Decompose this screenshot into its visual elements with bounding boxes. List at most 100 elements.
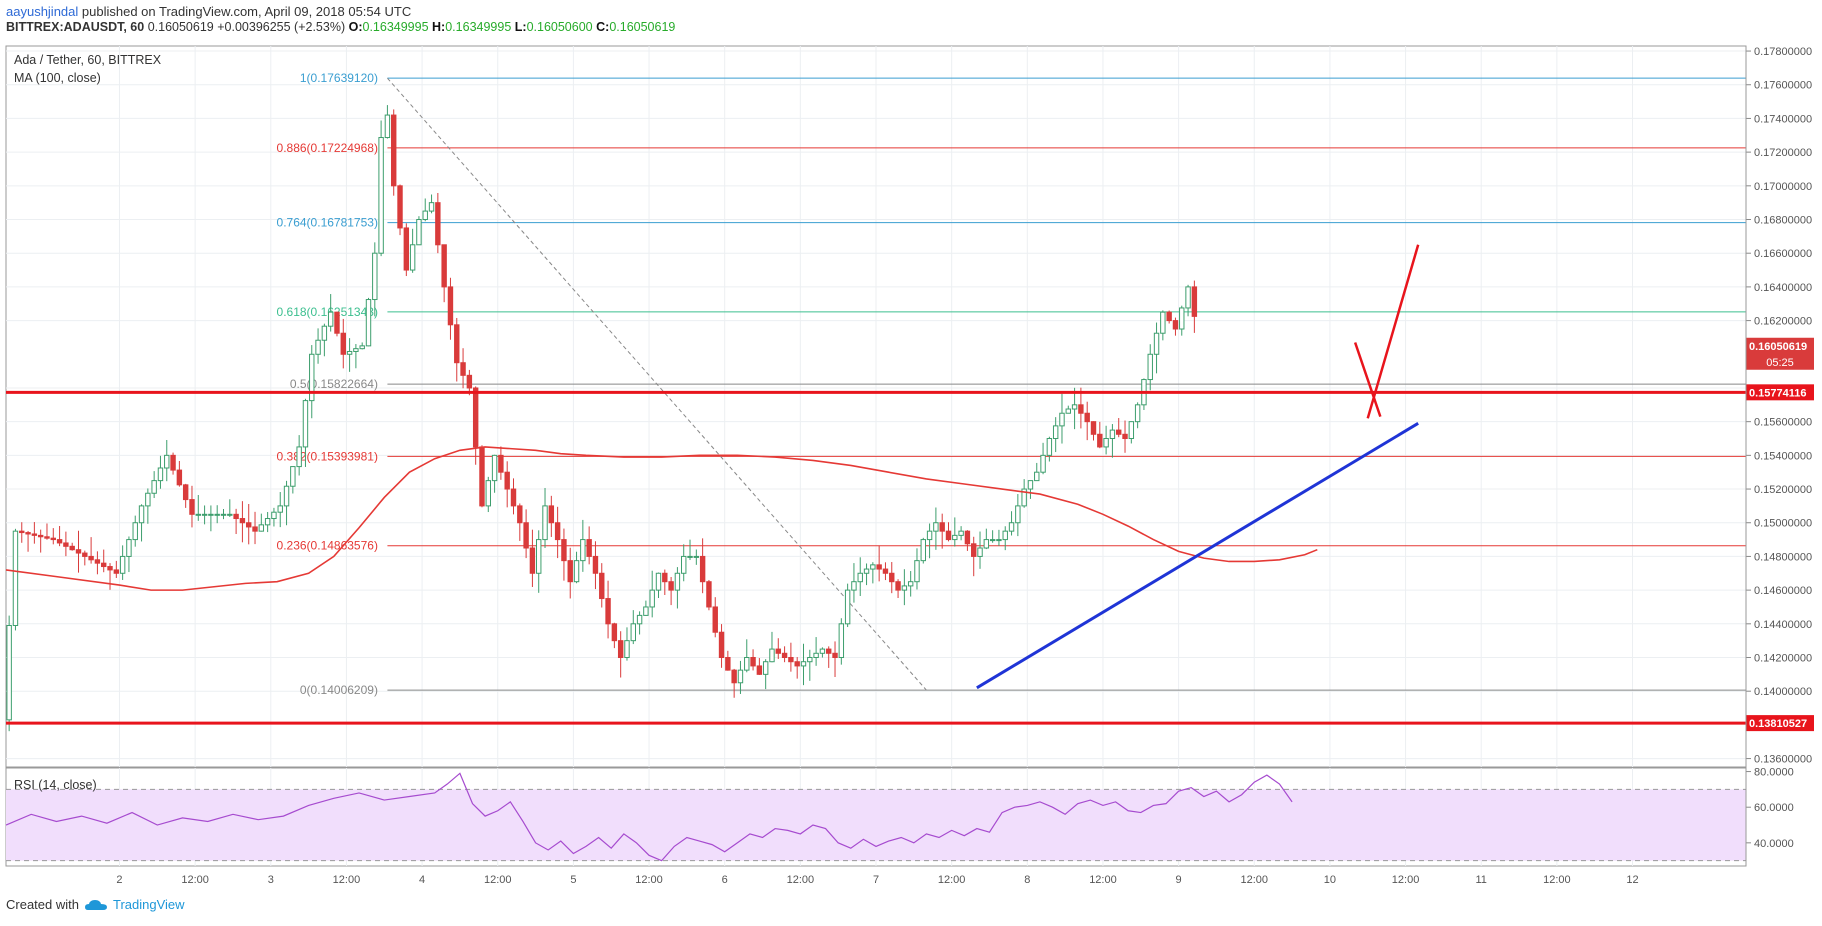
tradingview-brand[interactable]: TradingView [112, 897, 185, 912]
close-label: C: [596, 20, 610, 34]
candle-down [239, 518, 246, 524]
candle-up [996, 539, 1002, 542]
candle-up [851, 581, 857, 591]
y-tick-label: 0.15600000 [1754, 417, 1812, 429]
candle-up [674, 572, 681, 591]
candle-down [69, 545, 75, 551]
candle-down [662, 572, 668, 583]
candle-down [435, 202, 441, 246]
candle-up [365, 299, 372, 347]
candle-up [1052, 425, 1059, 440]
candle-up [958, 530, 964, 536]
candle-up [1160, 311, 1166, 334]
candle-down [170, 454, 176, 471]
candle-down [832, 652, 838, 659]
candle-down [252, 526, 258, 532]
candle-up [220, 513, 227, 516]
footer: Created with TradingView [6, 897, 185, 912]
candle-up [327, 311, 334, 327]
candle-up [901, 585, 908, 591]
candle-up [315, 339, 321, 355]
candle-up [870, 564, 876, 570]
candle-up [800, 661, 807, 667]
candle-down [479, 446, 485, 507]
fib-level-label: 0.764(0.16781753) [277, 216, 378, 230]
candle-up [271, 511, 277, 520]
candle-up [983, 539, 990, 549]
candle-down [182, 484, 189, 501]
candle-down [1191, 286, 1198, 317]
candle-up [145, 492, 151, 507]
candle-up [346, 350, 353, 355]
candle-down [510, 488, 517, 507]
candle-down [504, 471, 510, 490]
candle-down [826, 648, 832, 654]
candle-up [485, 480, 491, 507]
candle-down [246, 522, 252, 528]
rsi-y-tick-label: 40.0000 [1754, 838, 1794, 850]
candle-up [384, 114, 391, 139]
x-tick-label: 12:00 [1240, 874, 1268, 886]
x-tick-label: 5 [570, 874, 576, 886]
candle-up [409, 244, 416, 271]
candle-up [290, 466, 296, 487]
candle-up [655, 572, 662, 591]
last-price: 0.16050619 [147, 20, 214, 34]
x-tick-label: 12:00 [333, 874, 361, 886]
fib-level-label: 0(0.14006209) [300, 683, 378, 697]
candle-down [101, 562, 107, 568]
y-tick-label: 0.14600000 [1754, 585, 1812, 597]
candle-up [12, 530, 19, 626]
y-tick-label: 0.17800000 [1754, 46, 1812, 58]
candle-up [952, 534, 958, 541]
y-tick-label: 0.15000000 [1754, 518, 1812, 530]
author-link[interactable]: aayushjindal [6, 4, 79, 19]
candle-up [762, 661, 769, 675]
candle-down [599, 572, 605, 600]
candle-down [391, 114, 397, 187]
candle-up [989, 539, 996, 542]
candle-down [548, 505, 555, 524]
y-tick-label: 0.15200000 [1754, 484, 1812, 496]
candle-up [372, 252, 378, 301]
candle-up [844, 589, 851, 625]
x-tick-label: 8 [1024, 874, 1030, 886]
candle-up [302, 400, 309, 448]
candle-down [668, 581, 674, 591]
candle-up [1134, 404, 1141, 423]
candle-up [132, 522, 138, 541]
candle-down [611, 623, 618, 642]
x-tick-label: 12:00 [1543, 874, 1571, 886]
candle-up [416, 219, 422, 246]
close-value: 0.16050619 [609, 20, 676, 34]
candle-down [1122, 433, 1128, 440]
candle-up [1103, 438, 1109, 448]
low-value: 0.16050600 [526, 20, 593, 34]
candle-down [56, 539, 63, 544]
candle-up [819, 648, 826, 654]
candle-up [164, 454, 170, 469]
candle-down [82, 552, 88, 557]
candle-up [258, 524, 265, 532]
candle-down [592, 555, 599, 574]
fib-level-label: 0.618(0.16251343) [277, 305, 378, 319]
candle-up [630, 623, 636, 642]
candle-down [882, 568, 889, 574]
candle-down [75, 549, 82, 554]
candle-up [428, 202, 435, 212]
candle-down [1084, 412, 1090, 423]
y-tick-label: 0.17400000 [1754, 113, 1812, 125]
fib-anchor-line [387, 77, 927, 691]
candle-down [617, 640, 624, 659]
candle-down [750, 657, 756, 667]
candle-up [1021, 488, 1027, 507]
candle-down [529, 547, 536, 574]
candle-down [1090, 421, 1097, 435]
candle-down [19, 530, 25, 534]
x-tick-label: 12:00 [1089, 874, 1117, 886]
candle-down [233, 513, 239, 520]
candle-up [681, 555, 687, 574]
candle-down [876, 564, 882, 570]
blue-trend-line [976, 422, 1419, 690]
